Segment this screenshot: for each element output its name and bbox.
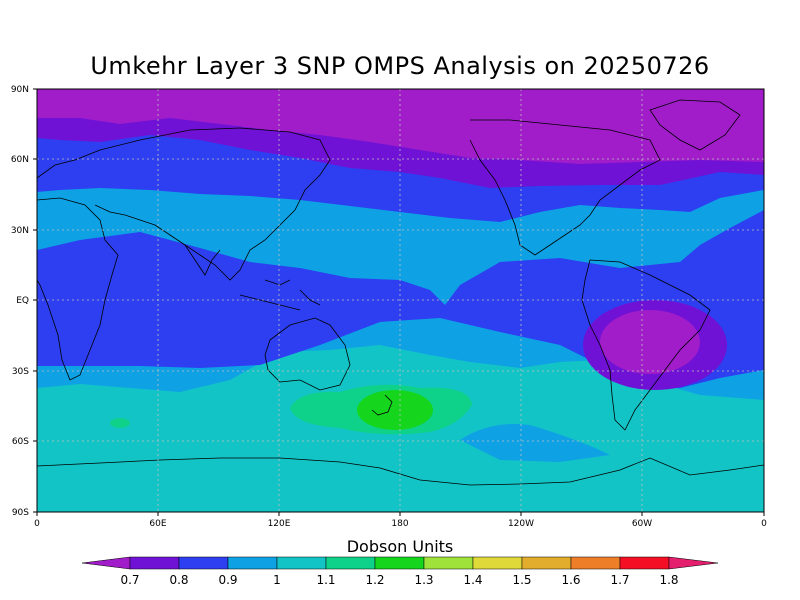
colorbar-label: 1.6: [561, 573, 580, 587]
lat-tick-label: EQ: [16, 296, 29, 306]
colorbar-label: 0.8: [169, 573, 188, 587]
contour-level-1.2-1.3: [357, 390, 433, 430]
lon-tick-label: 0: [34, 519, 40, 529]
colorbar-segment: [423, 556, 474, 570]
colorbar-segment: [325, 556, 376, 570]
colorbar-segment: [129, 556, 180, 570]
colorbar-arrow-low: [81, 556, 131, 570]
coast-greenland: [649, 99, 741, 151]
colorbar-segment: [521, 556, 572, 570]
lat-tick-label: 30N: [11, 226, 29, 236]
coast-eurasia: [37, 127, 331, 281]
colorbar-labels: 0.7 0.8 0.9 1 1.1 1.2 1.3 1.4 1.5 1.6 1.…: [120, 573, 678, 587]
lon-tick-label: 60E: [149, 519, 166, 529]
colorbar-label: 1.3: [414, 573, 433, 587]
colorbar-label: 1: [273, 573, 281, 587]
longitude-labels: 0 60E 120E 180 120W 60W 0: [34, 519, 767, 529]
coast-south-america: [581, 259, 711, 431]
colorbar-arrow-high: [668, 556, 719, 570]
contour-level-0.8-0.9-tropics: [37, 210, 764, 388]
lat-tick-label: 90N: [11, 85, 29, 95]
lat-tick-label: 60S: [12, 437, 29, 447]
colorbar-segment: [570, 556, 621, 570]
colorbar-segment: [227, 556, 278, 570]
colorbar-label: 0.9: [218, 573, 237, 587]
coast-new-zealand: [371, 394, 393, 416]
contour-southern-high: [460, 424, 610, 462]
tick-marks: [33, 88, 765, 516]
colorbar-label: 1.5: [512, 573, 531, 587]
coast-australia: [264, 317, 351, 391]
grid-lines: [37, 89, 764, 512]
lat-tick-label: 30S: [12, 367, 29, 377]
coastlines: [37, 99, 764, 486]
lon-tick-label: 0: [761, 519, 767, 529]
lon-tick-label: 180: [391, 519, 408, 529]
colorbar-segment: [178, 556, 229, 570]
colorbar-label: 0.7: [120, 573, 139, 587]
lon-tick-label: 60W: [632, 519, 652, 529]
contour-field: [37, 89, 764, 512]
coast-indonesia: [239, 279, 321, 311]
coast-north-america: [469, 119, 661, 256]
colorbar-title: Dobson Units: [346, 537, 454, 556]
lat-tick-label: 90S: [12, 508, 29, 518]
colorbar-segment: [619, 556, 670, 570]
map-title: Umkehr Layer 3 SNP OMPS Analysis on 2025…: [90, 52, 710, 80]
colorbar-segment: [374, 556, 425, 570]
lon-tick-label: 120W: [508, 519, 534, 529]
contour-level-below-0.7-north: [37, 89, 764, 164]
coast-antarctica: [37, 457, 764, 486]
colorbar-label: 1.4: [463, 573, 482, 587]
coast-india: [184, 244, 221, 276]
contour-small-patch: [110, 418, 130, 428]
latitude-labels: 90N 60N 30N EQ 30S 60S 90S: [11, 85, 29, 518]
colorbar-label: 1.1: [316, 573, 335, 587]
coast-africa: [37, 197, 119, 381]
colorbar-label: 1.2: [365, 573, 384, 587]
colorbar: [81, 556, 719, 570]
colorbar-label: 1.8: [659, 573, 678, 587]
colorbar-segment: [472, 556, 523, 570]
colorbar-label: 1.7: [610, 573, 629, 587]
contour-south-america-inner: [600, 310, 700, 374]
lon-tick-label: 120E: [268, 519, 291, 529]
colorbar-segment: [276, 556, 327, 570]
lat-tick-label: 60N: [11, 155, 29, 165]
